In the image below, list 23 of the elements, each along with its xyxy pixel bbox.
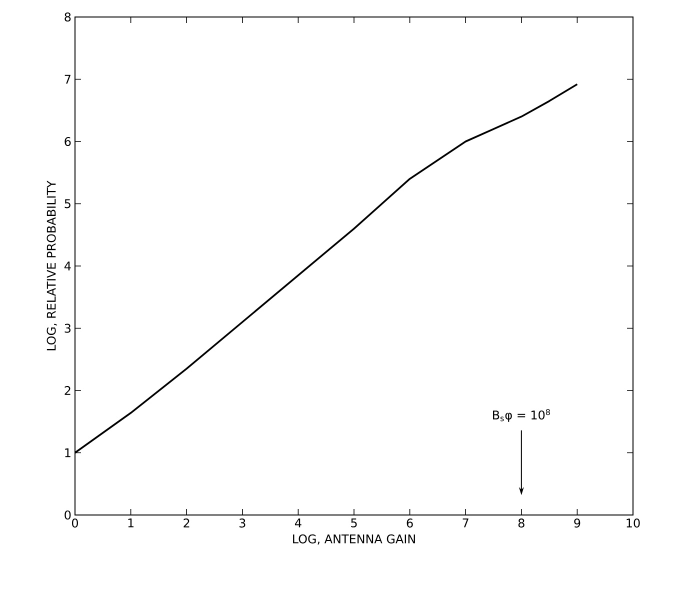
x-tick-label: 7 [462,518,468,528]
y-tick-label: 8 [64,12,71,22]
x-tick-label: 3 [240,518,246,528]
x-axis-title: LOG, ANTENNA GAIN [293,534,415,545]
x-tick-label: 10 [626,518,640,528]
x-tick-label: 2 [184,518,190,528]
x-tick-label: 8 [518,518,524,528]
annotation: B$_{s}$φ = 10$^{8}$ [493,409,550,422]
y-tick-label: 3 [64,324,71,333]
y-tick-label: 4 [64,262,71,270]
y-tick-label: 0 [64,510,71,520]
x-tick-label: 4 [294,518,302,528]
x-tick-label: 5 [351,518,357,528]
y-tick-label: 2 [64,386,70,395]
x-tick-label: 6 [406,518,413,528]
x-tick-label: 1 [128,518,134,528]
y-tick-label: 7 [64,74,70,84]
y-tick-label: 6 [64,136,71,146]
y-tick-label: 1 [65,448,70,458]
x-tick-label: 9 [574,518,580,528]
x-tick-label: 0 [72,518,78,528]
y-tick-label: 5 [64,199,70,208]
y-axis-title: LOG, RELATIVE PROBABILITY [46,180,58,350]
